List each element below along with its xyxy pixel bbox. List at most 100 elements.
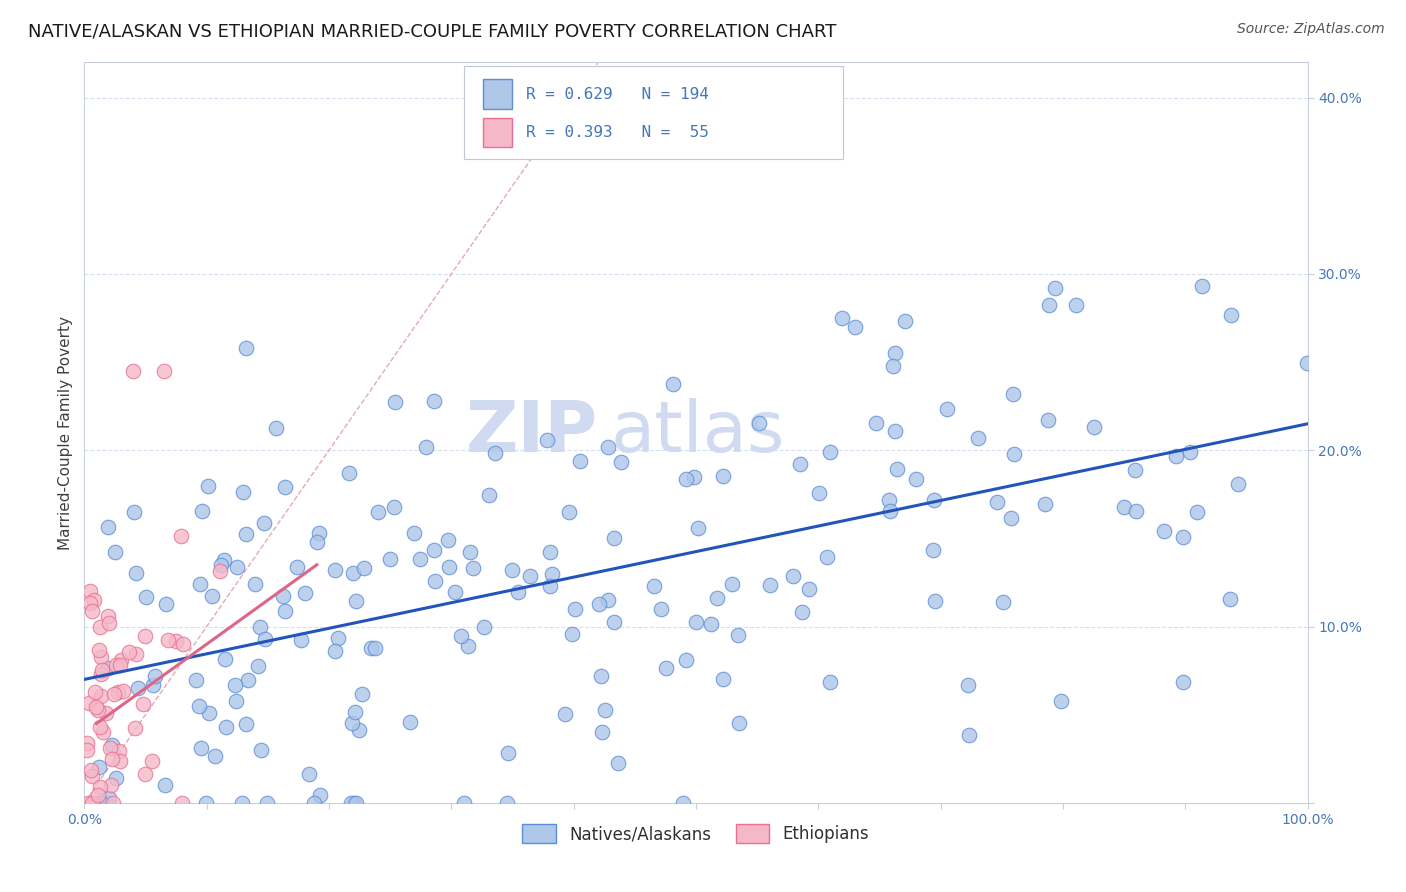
Point bbox=[538, 544, 561, 558]
Point bbox=[105, 658, 128, 673]
Point bbox=[540, 566, 562, 581]
Point bbox=[100, 752, 122, 766]
Point bbox=[194, 796, 217, 810]
Point bbox=[1114, 500, 1136, 514]
Point bbox=[76, 735, 98, 749]
Point bbox=[91, 725, 114, 739]
Point bbox=[408, 552, 430, 566]
Point bbox=[285, 560, 308, 574]
Point bbox=[82, 796, 104, 810]
Point bbox=[155, 597, 177, 611]
Point bbox=[304, 796, 326, 810]
Point bbox=[118, 645, 141, 659]
Point bbox=[108, 658, 131, 673]
Point bbox=[253, 516, 276, 530]
Point bbox=[111, 683, 134, 698]
Point bbox=[378, 551, 401, 566]
Point bbox=[97, 520, 120, 534]
Point bbox=[1219, 591, 1241, 606]
Point bbox=[561, 626, 583, 640]
Point bbox=[187, 698, 209, 713]
Point bbox=[90, 796, 112, 810]
Point bbox=[675, 472, 697, 486]
Point bbox=[501, 563, 523, 577]
Point bbox=[224, 678, 246, 692]
Point bbox=[495, 796, 517, 810]
Point bbox=[967, 431, 990, 445]
Point bbox=[472, 619, 495, 633]
Point bbox=[1173, 530, 1195, 544]
Point bbox=[589, 668, 612, 682]
Point bbox=[478, 487, 501, 501]
Point bbox=[831, 311, 853, 326]
Point bbox=[904, 472, 927, 486]
Point bbox=[215, 721, 238, 735]
Point bbox=[957, 677, 980, 691]
Point bbox=[1123, 463, 1146, 477]
Point bbox=[360, 640, 382, 655]
Point bbox=[83, 593, 105, 607]
Point bbox=[1045, 281, 1067, 295]
Point bbox=[643, 579, 665, 593]
Point bbox=[655, 661, 678, 675]
Point bbox=[886, 462, 908, 476]
Point bbox=[80, 796, 103, 810]
Point bbox=[700, 617, 723, 632]
Point bbox=[883, 424, 905, 438]
Point bbox=[453, 796, 475, 810]
Point bbox=[519, 569, 541, 583]
Point bbox=[367, 505, 389, 519]
Point bbox=[1038, 298, 1060, 312]
Point bbox=[443, 584, 465, 599]
Point bbox=[98, 741, 121, 756]
Point bbox=[238, 673, 260, 688]
Point bbox=[415, 440, 437, 454]
Point bbox=[506, 584, 529, 599]
Point bbox=[225, 694, 247, 708]
Point bbox=[558, 505, 581, 519]
Point bbox=[458, 545, 481, 559]
Point bbox=[209, 558, 232, 573]
Point bbox=[564, 602, 586, 616]
Point bbox=[591, 724, 613, 739]
Legend: Natives/Alaskans, Ethiopians: Natives/Alaskans, Ethiopians bbox=[516, 817, 876, 850]
FancyBboxPatch shape bbox=[464, 66, 842, 159]
Point bbox=[422, 543, 444, 558]
Point bbox=[598, 593, 620, 607]
Point bbox=[254, 632, 277, 646]
Point bbox=[683, 470, 706, 484]
Point bbox=[143, 669, 166, 683]
Point bbox=[404, 526, 426, 541]
Point bbox=[172, 796, 194, 810]
Point bbox=[298, 767, 321, 781]
Point bbox=[347, 723, 370, 737]
Point bbox=[991, 595, 1014, 609]
Point bbox=[201, 589, 224, 603]
Point bbox=[343, 705, 366, 719]
Point bbox=[554, 706, 576, 721]
Point bbox=[132, 697, 155, 711]
Point bbox=[89, 796, 111, 810]
Point bbox=[672, 796, 695, 810]
Point bbox=[249, 620, 271, 634]
Point bbox=[125, 647, 148, 661]
Point bbox=[141, 754, 163, 768]
Point bbox=[290, 633, 312, 648]
Point bbox=[256, 796, 278, 810]
Point bbox=[271, 589, 294, 603]
Point bbox=[89, 760, 111, 774]
Point bbox=[1171, 674, 1194, 689]
Point bbox=[157, 633, 180, 648]
Point bbox=[325, 644, 347, 658]
Point bbox=[457, 639, 479, 653]
Point bbox=[134, 767, 156, 781]
Point bbox=[1125, 504, 1147, 518]
Point bbox=[343, 796, 366, 810]
Point bbox=[423, 393, 446, 408]
Point bbox=[214, 652, 236, 666]
Point bbox=[107, 685, 129, 699]
Point bbox=[607, 756, 630, 770]
Point bbox=[675, 653, 697, 667]
Point bbox=[364, 640, 387, 655]
Point bbox=[153, 364, 176, 378]
